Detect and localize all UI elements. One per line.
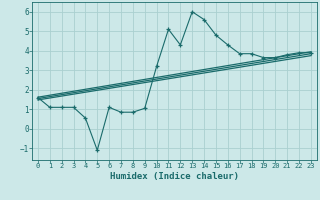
X-axis label: Humidex (Indice chaleur): Humidex (Indice chaleur)	[110, 172, 239, 181]
